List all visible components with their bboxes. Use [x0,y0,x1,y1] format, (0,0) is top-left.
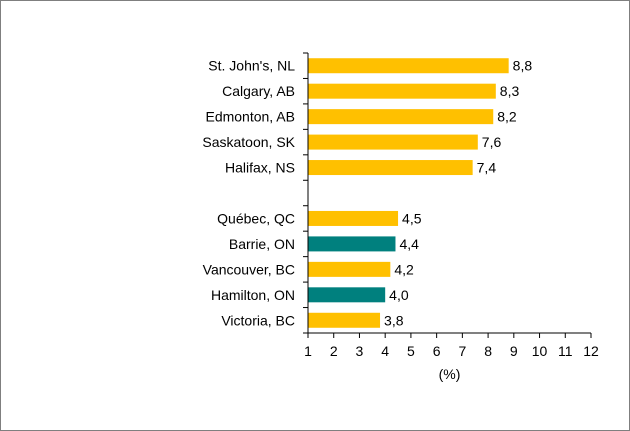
category-label: Halifax, NS [225,160,295,176]
bar [308,210,399,226]
x-tick-label: 3 [356,343,364,359]
value-label: 8,3 [500,83,520,99]
value-label: 7,6 [482,134,502,150]
x-tick-label: 11 [558,343,573,359]
value-label: 7,4 [477,160,497,176]
bar [308,312,381,328]
bar [308,287,386,303]
bar [308,58,509,74]
x-tick-label: 5 [407,343,415,359]
x-tick-label: 1 [304,343,312,359]
x-tick-label: 9 [510,343,518,359]
bar [308,160,473,176]
category-label: Saskatoon, SK [202,134,295,150]
x-tick-label: 7 [458,343,466,359]
x-tick-label: 2 [330,343,338,359]
category-label: Victoria, BC [221,312,295,328]
value-label: 4,5 [402,210,422,226]
category-label: Calgary, AB [222,83,295,99]
value-label: 8,8 [513,58,533,74]
category-label: St. John's, NL [208,58,295,74]
x-tick-label: 6 [433,343,441,359]
value-label: 4,0 [389,287,409,303]
category-label: Vancouver, BC [203,261,295,277]
x-tick-label: 10 [532,343,548,359]
bar [308,261,391,277]
value-label: 3,8 [384,312,404,328]
x-tick-label: 12 [583,343,599,359]
x-tick-label: 4 [381,343,389,359]
category-label: Edmonton, AB [205,109,295,125]
x-tick-label: 8 [484,343,492,359]
value-label: 8,2 [497,109,517,125]
category-label: Barrie, ON [229,236,295,252]
value-label: 4,4 [399,236,419,252]
x-axis-title: (%) [439,366,461,382]
bar [308,134,478,150]
value-label: 4,2 [394,261,414,277]
bar [308,236,396,252]
category-label: Hamilton, ON [211,287,295,303]
bar [308,109,494,125]
category-label: Québec, QC [217,210,295,226]
bar [308,83,496,99]
